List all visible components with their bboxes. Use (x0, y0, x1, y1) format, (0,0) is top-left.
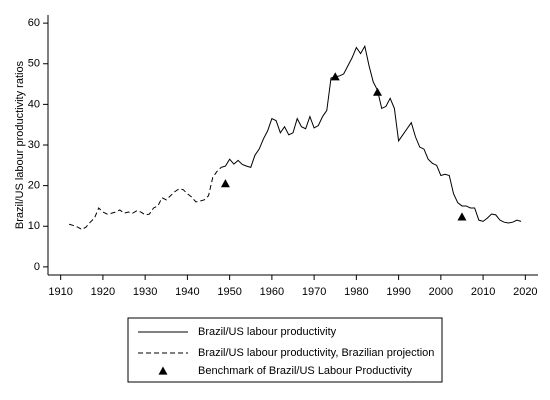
x-tick-label: 1940 (175, 286, 199, 298)
legend-label: Brazil/US labour productivity (198, 326, 337, 338)
y-axis-label: Brazil/US labour productivity ratios (14, 60, 26, 229)
y-tick-label: 60 (28, 17, 40, 29)
y-tick-label: 20 (28, 180, 40, 192)
x-tick-label: 2010 (471, 286, 495, 298)
legend-key (158, 366, 168, 375)
legend-label: Brazil/US labour productivity, Brazilian… (198, 347, 434, 359)
x-tick-label: 1910 (48, 286, 72, 298)
marker (457, 212, 467, 221)
legend-box (127, 317, 443, 383)
marker (220, 179, 230, 188)
x-tick-label: 1980 (344, 286, 368, 298)
x-tick-label: 1960 (260, 286, 284, 298)
legend-label: Benchmark of Brazil/US Labour Productivi… (198, 365, 412, 377)
line (221, 44, 522, 224)
x-tick-label: 1970 (302, 286, 326, 298)
marker (372, 87, 382, 96)
x-tick-label: 2020 (513, 286, 537, 298)
x-tick-label: 1930 (133, 286, 157, 298)
y-tick-label: 40 (28, 98, 40, 110)
y-tick-label: 0 (34, 261, 40, 273)
x-tick-label: 2000 (429, 286, 453, 298)
y-tick-label: 10 (28, 220, 40, 232)
y-tick-label: 50 (28, 58, 40, 70)
line (68, 166, 222, 231)
x-tick-label: 1920 (91, 286, 115, 298)
marker (330, 72, 340, 81)
x-tick-label: 1950 (217, 286, 241, 298)
y-tick-label: 30 (28, 139, 40, 151)
x-tick-label: 1990 (386, 286, 410, 298)
